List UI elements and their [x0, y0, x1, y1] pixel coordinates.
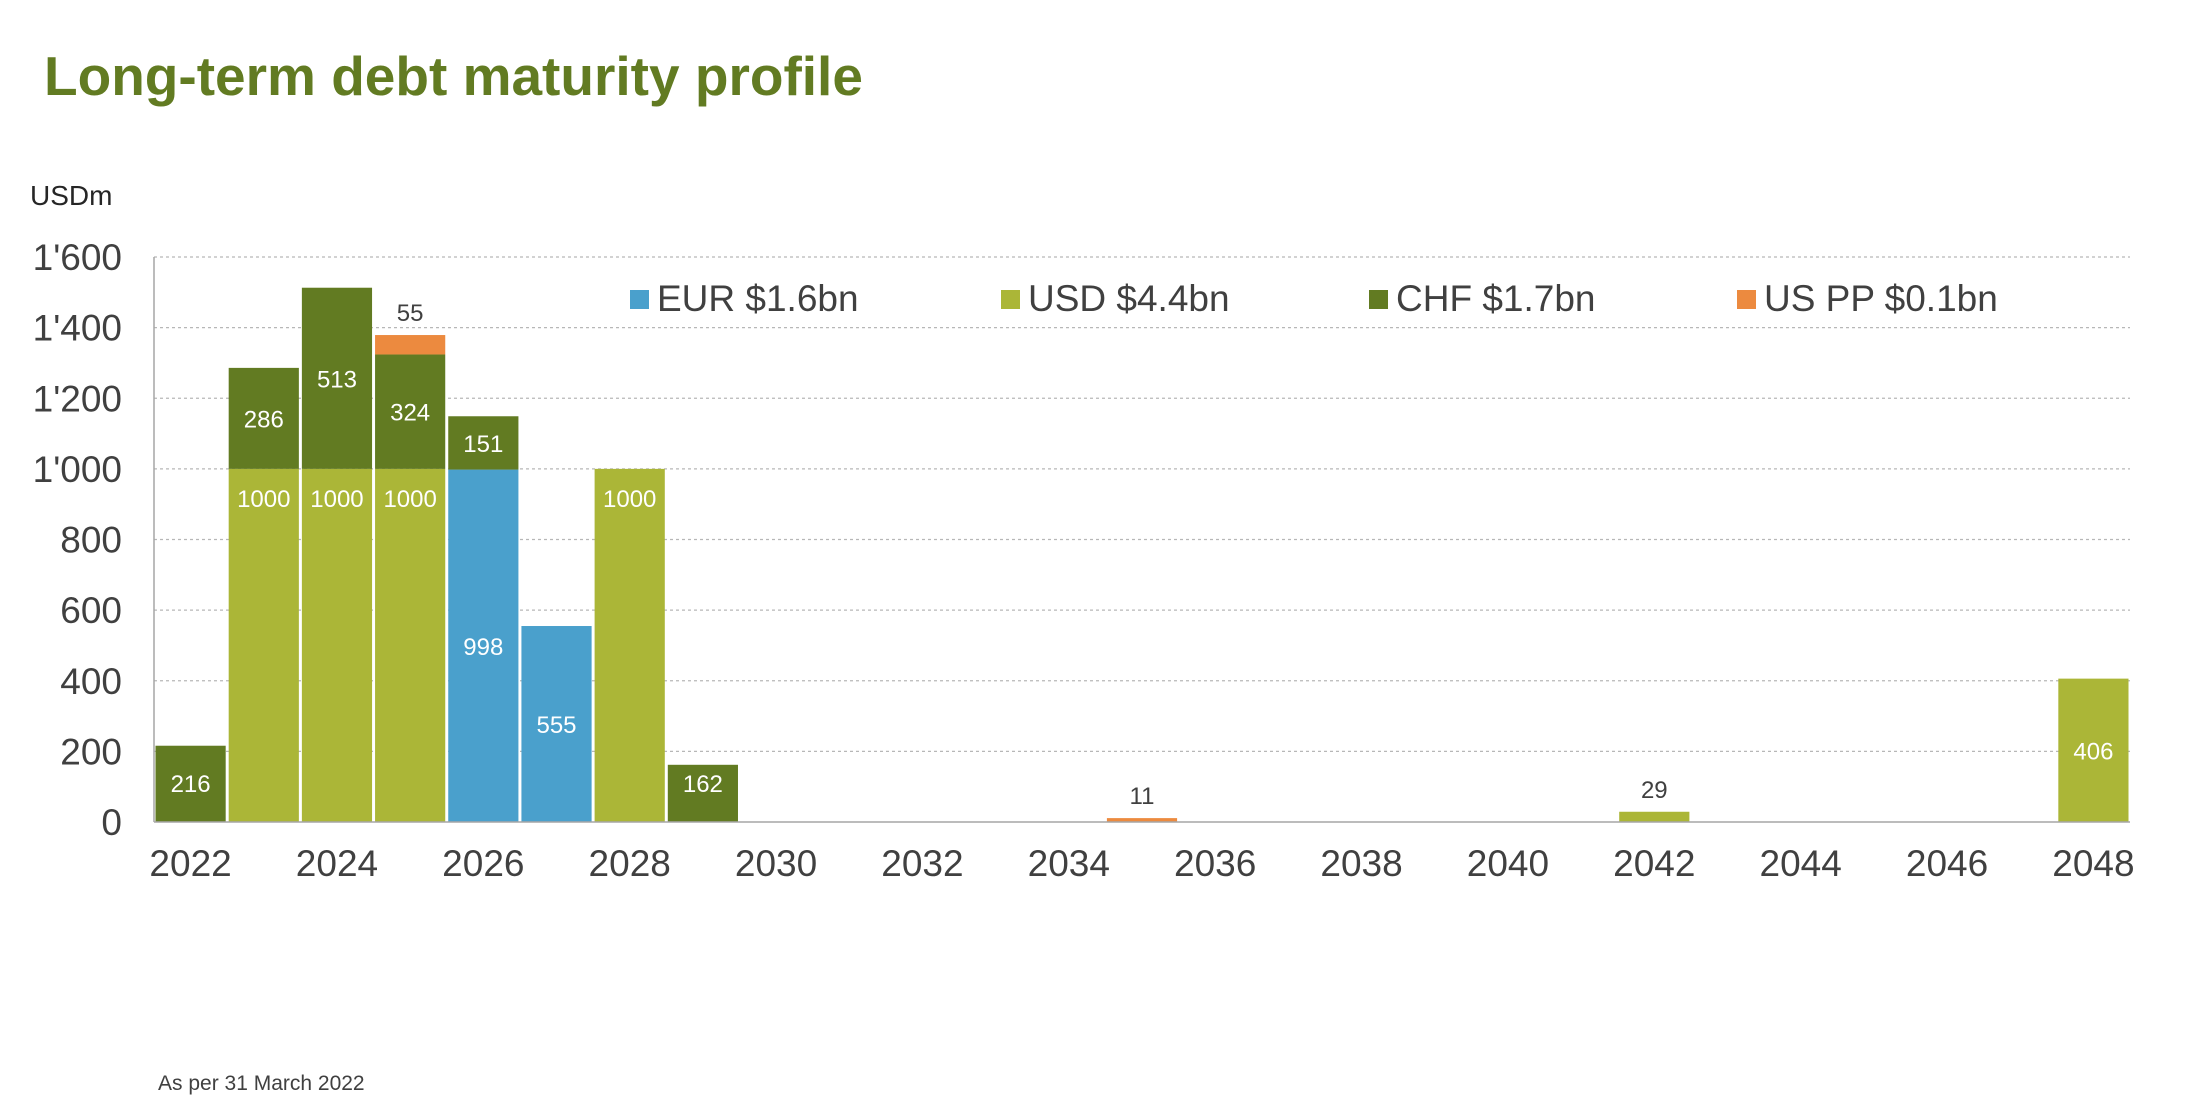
page-title: Long-term debt maturity profile: [44, 45, 863, 107]
bars: [155, 287, 2129, 822]
bar-segment: [448, 469, 519, 822]
legend-swatch: [1001, 290, 1020, 309]
y-tick-label: 1'600: [33, 237, 122, 278]
data-label: 151: [463, 431, 503, 458]
data-label: 555: [536, 712, 576, 739]
y-axis-unit-label: USDm: [30, 180, 112, 211]
legend-label: US PP $0.1bn: [1764, 278, 1998, 319]
bar-segment: [228, 367, 299, 469]
data-label: 216: [171, 771, 211, 798]
x-tick-label: 2038: [1320, 843, 1402, 884]
legend-swatch: [1737, 290, 1756, 309]
x-tick-label: 2044: [1760, 843, 1842, 884]
y-tick-label: 0: [101, 802, 122, 843]
legend-swatch: [630, 290, 649, 309]
footnote: As per 31 March 2022: [158, 1072, 365, 1095]
x-tick-label: 2036: [1174, 843, 1256, 884]
bar-segment: [521, 626, 592, 822]
bar-segment: [228, 468, 299, 822]
y-tick-label: 200: [60, 731, 122, 772]
data-label: 406: [2073, 738, 2113, 765]
x-tick-label: 2030: [735, 843, 817, 884]
y-tick-label: 400: [60, 661, 122, 702]
bar-segment: [301, 468, 373, 822]
data-label: 1000: [383, 486, 436, 513]
bar-segment: [594, 468, 665, 822]
x-tick-label: 2026: [442, 843, 524, 884]
legend-label: EUR $1.6bn: [657, 278, 859, 319]
y-tick-label: 1'000: [33, 449, 122, 490]
data-label: 513: [317, 366, 357, 393]
bar-segment: [375, 354, 446, 469]
x-tick-label: 2034: [1028, 843, 1110, 884]
x-tick-label: 2028: [589, 843, 671, 884]
y-tick-label: 600: [60, 590, 122, 631]
x-tick-label: 2024: [296, 843, 378, 884]
data-label: 11: [1130, 783, 1155, 810]
data-label: 162: [683, 771, 723, 798]
bar-segment: [1106, 818, 1178, 822]
bar-segment: [667, 764, 738, 822]
legend-label: USD $4.4bn: [1028, 278, 1230, 319]
bar-segment: [1619, 811, 1690, 822]
bar-segment: [375, 335, 446, 355]
data-label: 1000: [310, 486, 363, 513]
data-label: 29: [1641, 777, 1668, 804]
x-tick-label: 2032: [881, 843, 963, 884]
legend: EUR $1.6bn USD $4.4bn CHF $1.7bn US PP $0.1…: [630, 278, 1998, 319]
x-tick-label: 2046: [1906, 843, 1988, 884]
data-label: 1000: [237, 486, 290, 513]
x-tick-label: 2040: [1467, 843, 1549, 884]
bar-segment: [375, 468, 446, 822]
y-tick-label: 1'200: [33, 378, 122, 419]
data-label: 1000: [603, 486, 656, 513]
data-labels: 216 1000 286 1000 513 1000 324 55 998 151 555 1000 1…: [171, 300, 2114, 810]
bar-segment: [155, 745, 226, 822]
legend-label: CHF $1.7bn: [1396, 278, 1596, 319]
bar-segment: [301, 287, 373, 469]
data-label: 998: [463, 634, 503, 661]
x-tick-label: 2048: [2052, 843, 2134, 884]
data-label: 55: [397, 300, 424, 327]
x-tick-label: 2042: [1613, 843, 1695, 884]
gridlines: [154, 256, 2130, 753]
bar-segment: [2058, 678, 2129, 822]
axes: 0 200 400 600 800 1'000 1'200 1'400 1'600 2022 202…: [33, 237, 2135, 884]
bar-segment: [448, 416, 519, 470]
data-label: 324: [390, 400, 430, 427]
y-tick-label: 1'400: [33, 308, 122, 349]
legend-swatch: [1369, 290, 1388, 309]
y-tick-label: 800: [60, 520, 122, 561]
x-tick-label: 2022: [149, 843, 231, 884]
data-label: 286: [244, 406, 284, 433]
